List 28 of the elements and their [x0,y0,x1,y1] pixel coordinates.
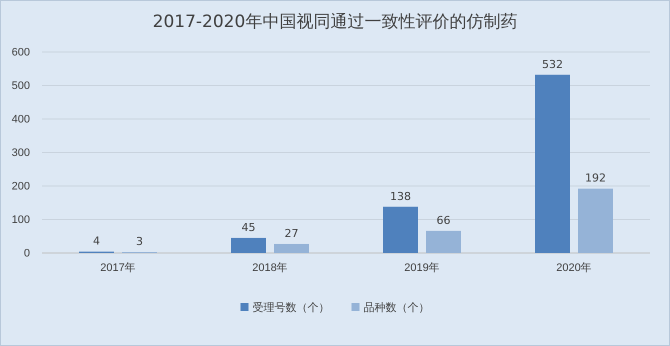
bar [535,74,570,253]
data-label: 532 [542,58,563,71]
y-tick-label: 200 [12,180,30,193]
bar [274,244,309,253]
bar [426,230,461,253]
chart-title: 2017-2020年中国视同通过一致性评价的仿制药 [152,12,518,32]
bar [578,188,613,253]
data-label: 192 [585,172,606,185]
x-tick-label: 2017年 [100,262,136,274]
data-label: 27 [284,226,298,240]
y-tick-label: 300 [12,147,30,160]
x-tick-label: 2020年 [556,262,592,274]
x-tick-label: 2019年 [404,262,440,274]
bar [231,238,266,253]
x-tick-label: 2018年 [252,262,288,274]
data-label: 4 [93,234,100,248]
y-tick-label: 100 [12,214,30,226]
y-tick-label: 600 [12,46,30,59]
data-label: 3 [136,234,143,248]
data-label: 138 [390,190,411,203]
y-tick-label: 0 [24,248,30,260]
data-label: 66 [436,214,450,227]
legend-label: 品种数（个） [364,301,430,314]
legend-label: 受理号数（个） [252,301,330,314]
bar [383,206,418,253]
data-label: 45 [242,220,256,234]
y-tick-label: 500 [12,80,30,92]
y-tick-label: 400 [12,114,30,126]
